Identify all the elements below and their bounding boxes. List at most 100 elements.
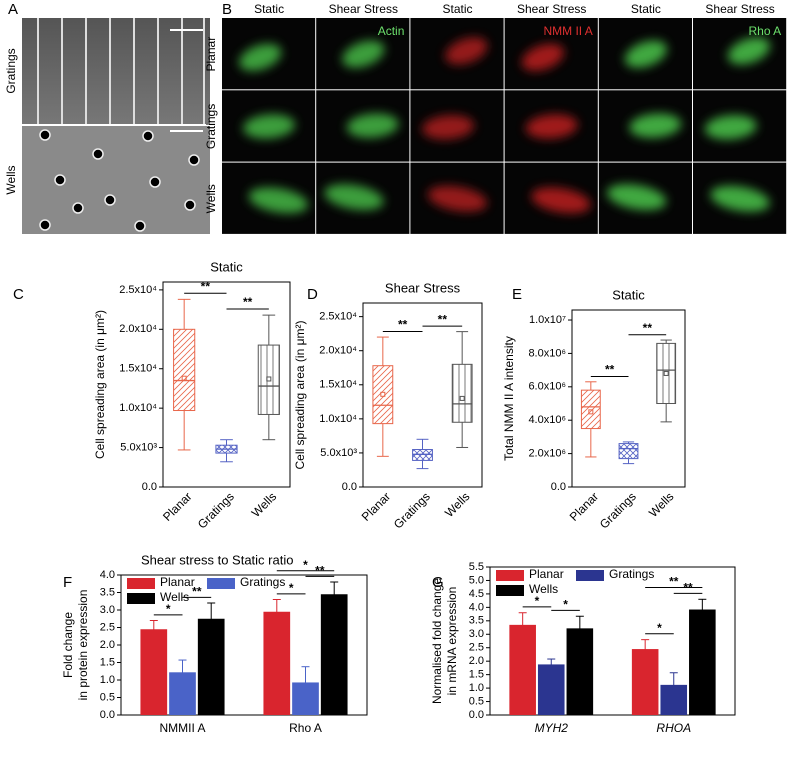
- y-tick-label: 5.5: [469, 561, 484, 573]
- x-tick-label: Wells: [442, 489, 472, 519]
- y-tick-label: 5.0: [469, 574, 484, 586]
- y-tick-label: 1.0x10⁴: [119, 402, 157, 414]
- y-tick-label: 0.0: [551, 481, 566, 493]
- significance-label: **: [438, 312, 448, 326]
- y-tick-label: 0.5: [469, 695, 484, 707]
- column-label: Shear Stress: [705, 2, 774, 16]
- y-tick-label: 2.5: [100, 621, 115, 633]
- bar: [140, 629, 168, 715]
- mean: [380, 391, 386, 397]
- plot-frame: [489, 566, 736, 716]
- legend-swatch: [496, 585, 524, 596]
- chart-title: Static: [612, 287, 645, 302]
- bar: [197, 618, 225, 715]
- panel-label: F: [63, 574, 72, 591]
- row-label: Wells: [4, 165, 18, 194]
- y-tick-label: 1.0: [469, 682, 484, 694]
- box: [412, 449, 433, 461]
- y-axis-label: Total NMM II A intensity: [502, 336, 516, 461]
- cell: [324, 184, 384, 211]
- y-tick-label: 1.5x10⁴: [119, 363, 157, 375]
- y-tick-label: 0.0: [100, 709, 115, 721]
- y-axis-label: Normalised fold change: [430, 578, 444, 704]
- column-label: Static: [631, 2, 661, 16]
- y-tick-label: 0.0: [142, 481, 157, 493]
- x-tick-label: Wells: [249, 489, 279, 519]
- y-tick-label: 4.5: [469, 588, 484, 600]
- box: [173, 328, 196, 412]
- bar: [566, 628, 594, 715]
- cell: [727, 37, 771, 65]
- row-label: Planar: [204, 37, 218, 72]
- panel-label: B: [222, 1, 232, 18]
- significance-label: **: [192, 585, 202, 599]
- y-tick-label: 3.5: [469, 615, 484, 627]
- y-tick-label: 2.0x10⁴: [119, 323, 157, 335]
- legend-swatch: [207, 578, 235, 589]
- cell: [346, 113, 399, 138]
- row-label: Gratings: [4, 48, 18, 93]
- cell: [445, 37, 488, 65]
- legend-swatch: [576, 570, 604, 581]
- x-tick-label: Gratings: [597, 489, 639, 531]
- cell: [704, 115, 757, 140]
- significance-label: *: [535, 594, 540, 608]
- y-tick-label: 1.0: [100, 674, 115, 686]
- column-label: Static: [442, 2, 472, 16]
- x-tick-label: Wells: [646, 489, 676, 519]
- x-tick-label: Planar: [567, 489, 601, 523]
- significance-label: *: [657, 621, 662, 635]
- cell: [243, 114, 296, 139]
- panel-label: C: [13, 286, 24, 303]
- box: [580, 389, 601, 430]
- column-label: Static: [254, 2, 284, 16]
- wells-image: [22, 126, 210, 234]
- y-tick-label: 2.5x10⁴: [119, 284, 157, 296]
- bar: [263, 611, 291, 715]
- legend-label: Planar: [160, 575, 195, 589]
- x-tick-label: RHOA: [656, 721, 691, 735]
- significance-label: **: [201, 279, 211, 293]
- x-tick-label: Rho A: [289, 721, 322, 735]
- legend-label: Gratings: [609, 567, 654, 581]
- y-tick-label: 1.5: [469, 669, 484, 681]
- y-tick-label: 5.0x10³: [120, 441, 157, 453]
- mean: [459, 395, 465, 401]
- box: [257, 344, 280, 415]
- legend-swatch: [496, 570, 524, 581]
- legend-swatch: [127, 593, 155, 604]
- y-tick-label: 2.0x10⁶: [528, 448, 566, 460]
- cell: [629, 113, 682, 138]
- panel-a: A Gratings Wells: [4, 1, 210, 234]
- y-tick-label: 4.0: [100, 569, 115, 581]
- y-tick-label: 8.0x10⁶: [528, 347, 566, 359]
- y-tick-label: 0.5: [100, 691, 115, 703]
- plot-frame: [571, 309, 686, 488]
- y-tick-label: 1.5x10⁴: [319, 379, 357, 391]
- y-tick-label: 2.0: [100, 639, 115, 651]
- cell: [239, 43, 282, 71]
- y-tick-label: 2.0x10⁴: [319, 345, 357, 357]
- plot-frame: [162, 281, 291, 488]
- y-tick-label: 3.5: [100, 586, 115, 598]
- grating-lines: [37, 18, 205, 124]
- stain-label: Rho A: [748, 24, 781, 38]
- legend-swatch: [127, 578, 155, 589]
- significance-label: *: [166, 602, 171, 616]
- chart-title: Static: [210, 259, 243, 274]
- cell: [531, 187, 591, 214]
- y-tick-label: 0.0: [342, 481, 357, 493]
- panel-label: E: [512, 286, 522, 303]
- legend-label: Gratings: [240, 575, 285, 589]
- x-tick-label: NMMII A: [159, 721, 205, 735]
- significance-label: **: [605, 363, 615, 377]
- wells: [39, 129, 200, 232]
- stain-label: NMM II A: [543, 24, 592, 38]
- y-axis-label: Cell spreading area (in μm²): [293, 321, 307, 470]
- legend-label: Wells: [529, 582, 558, 596]
- stain-label: Actin: [378, 24, 405, 38]
- bar: [689, 609, 716, 715]
- box: [618, 443, 639, 460]
- cell: [248, 187, 308, 214]
